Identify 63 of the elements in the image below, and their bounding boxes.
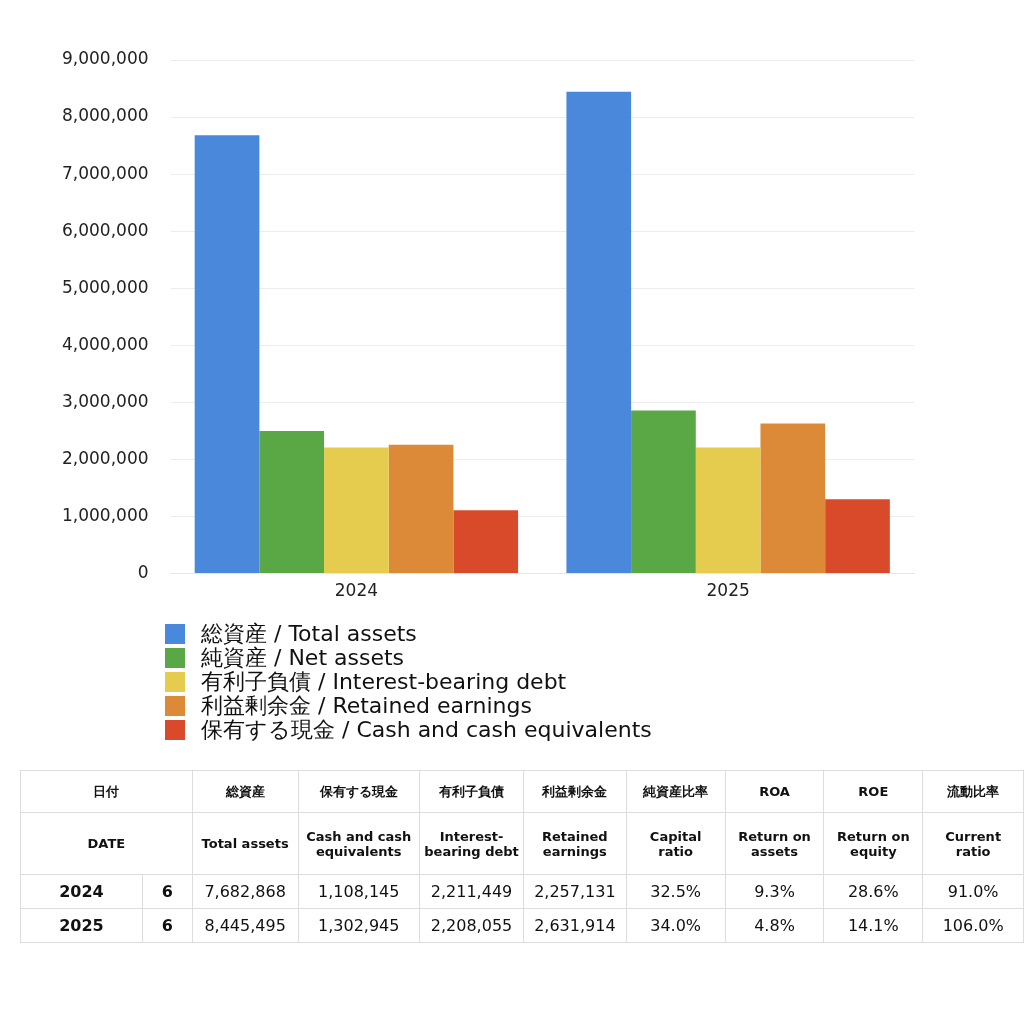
legend-label: 総資産 / Total assets bbox=[201, 621, 417, 646]
text: 6 bbox=[142, 874, 193, 909]
text: 純資産比率 bbox=[626, 770, 726, 813]
bar bbox=[259, 430, 325, 574]
text: 2024 bbox=[20, 874, 143, 909]
y-tick-label: 7,000,000 bbox=[61, 162, 149, 183]
text: Return on equity bbox=[823, 812, 923, 875]
text: DATE bbox=[20, 812, 193, 875]
text: 7,682,868 bbox=[192, 874, 299, 909]
text: Total assets bbox=[192, 812, 299, 875]
y-tick-label: 3,000,000 bbox=[61, 390, 149, 411]
text: 2025 bbox=[20, 908, 143, 943]
bar bbox=[695, 447, 761, 574]
legend-label: 有利子負債 / Interest-bearing debt bbox=[201, 669, 567, 694]
text: Retained earnings bbox=[523, 812, 627, 875]
y-tick-label: 0 bbox=[137, 562, 149, 583]
text: Current ratio bbox=[922, 812, 1024, 875]
bar bbox=[324, 447, 389, 574]
text: 2,257,131 bbox=[523, 874, 627, 909]
y-tick-label: 1,000,000 bbox=[61, 504, 149, 525]
text: Return on assets bbox=[725, 812, 824, 875]
text: Cash and cash equivalents bbox=[298, 812, 420, 875]
text: 28.6% bbox=[823, 874, 923, 909]
text: 1,302,945 bbox=[298, 908, 420, 943]
bar bbox=[453, 510, 519, 574]
text: 32.5% bbox=[626, 874, 726, 909]
text: 9.3% bbox=[725, 874, 824, 909]
text: Interest-bearing debt bbox=[419, 812, 524, 875]
bar bbox=[194, 135, 260, 574]
text: Capital ratio bbox=[626, 812, 726, 875]
text: 2,211,449 bbox=[419, 874, 524, 909]
text: 流動比率 bbox=[922, 770, 1024, 813]
text: 14.1% bbox=[823, 908, 923, 943]
text: 34.0% bbox=[626, 908, 726, 943]
text: 1,108,145 bbox=[298, 874, 420, 909]
y-tick-label: 4,000,000 bbox=[61, 333, 149, 354]
text: 保有する現金 bbox=[298, 770, 420, 813]
text: 91.0% bbox=[922, 874, 1024, 909]
text: 利益剰余金 bbox=[523, 770, 627, 813]
legend-label: 利益剰余金 / Retained earnings bbox=[201, 693, 532, 718]
y-tick-label: 2,000,000 bbox=[61, 447, 149, 468]
text: 6 bbox=[142, 908, 193, 943]
text: 日付 bbox=[20, 770, 193, 813]
text: 4.8% bbox=[725, 908, 824, 943]
text: 8,445,495 bbox=[192, 908, 299, 943]
bar bbox=[388, 444, 454, 574]
bar bbox=[631, 410, 696, 574]
text: 2,631,914 bbox=[523, 908, 627, 943]
legend-label: 純資産 / Net assets bbox=[201, 645, 405, 670]
text: ROA bbox=[725, 770, 824, 813]
text: 2,208,055 bbox=[419, 908, 524, 943]
y-tick-label: 9,000,000 bbox=[61, 48, 149, 69]
y-tick-label: 5,000,000 bbox=[61, 276, 149, 297]
bar bbox=[825, 499, 890, 574]
text: 総資産 bbox=[192, 770, 299, 813]
y-tick-label: 6,000,000 bbox=[61, 219, 149, 240]
text: ROE bbox=[823, 770, 923, 813]
text: 106.0% bbox=[922, 908, 1024, 943]
bar bbox=[760, 423, 826, 574]
y-tick-label: 8,000,000 bbox=[61, 105, 149, 126]
bar bbox=[566, 91, 632, 574]
legend-label: 保有する現金 / Cash and cash equivalents bbox=[201, 717, 652, 742]
text: 有利子負債 bbox=[419, 770, 524, 813]
